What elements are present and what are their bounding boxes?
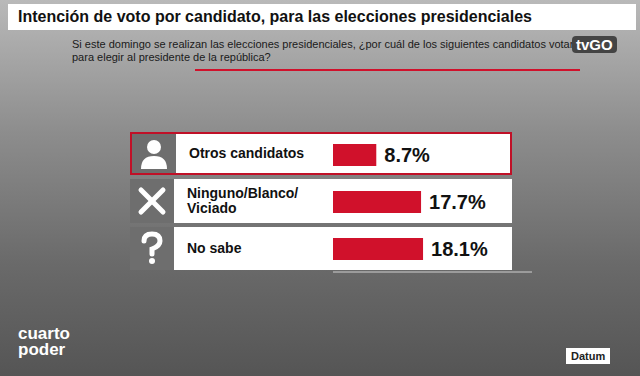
svg-text:8.7%: 8.7% (384, 144, 430, 166)
svg-text:18.1%: 18.1% (431, 238, 488, 260)
html-text:tvGO: tvGO (576, 36, 613, 53)
html-text:No sabe: No sabe (187, 239, 242, 256)
svg-text:17.7%: 17.7% (429, 191, 486, 213)
html-text:Ninguno/ Blanco/: Ninguno/ Blanco/ (187, 185, 299, 201)
html-text:Otros candidatos: Otros candidatos (189, 145, 305, 162)
html-text:cuarto poder: cuarto poder (18, 324, 70, 359)
html-text:Si este domingo se realizan la: Si este domingo se realizan las eleccion… (72, 38, 580, 63)
html-text:Intención de voto por candidat: Intención de voto por candidato, para la… (18, 8, 532, 25)
html-text:Viciado: Viciado (187, 200, 237, 216)
html-text:Datum: Datum (571, 350, 606, 362)
